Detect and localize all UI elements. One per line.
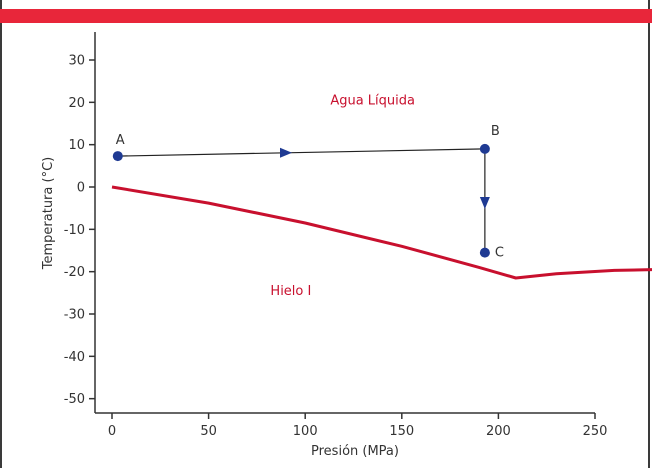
arrow-down-icon: [479, 197, 490, 209]
y-tick-label: 10: [68, 138, 85, 153]
arrow-right-icon: [280, 147, 292, 158]
x-tick-label: 0: [108, 424, 116, 439]
x-tick-label: 250: [583, 424, 608, 439]
x-tick-label: 200: [486, 424, 511, 439]
y-tick-label: 30: [68, 54, 85, 69]
region-label-ice: Hielo I: [270, 284, 311, 299]
point-b: [479, 143, 490, 154]
melting-curve: [111, 185, 652, 280]
x-tick-label: 50: [200, 424, 217, 439]
y-tick-label: -40: [64, 350, 85, 365]
x-axis-title: Presión (MPa): [311, 444, 399, 459]
y-tick-label: 0: [77, 181, 85, 196]
point-label-a: A: [116, 133, 125, 148]
top-accent-bar: [0, 9, 652, 23]
series-layer: [111, 143, 652, 280]
x-tick-label: 150: [389, 424, 414, 439]
y-tick-label: 20: [68, 96, 85, 111]
labels-layer: A B C Agua Líquida Hielo I: [116, 93, 504, 299]
point-label-c: C: [495, 246, 504, 261]
y-tick-label: -50: [64, 392, 85, 407]
region-label-liquid: Agua Líquida: [330, 93, 415, 108]
y-tick-label: -30: [64, 308, 85, 323]
y-tick-label: -10: [64, 223, 85, 238]
y-axis-title: Temperatura (°C): [41, 157, 56, 270]
y-tick-label: -20: [64, 265, 85, 280]
x-tick-label: 100: [293, 424, 318, 439]
path-segment-ab: [117, 148, 485, 157]
point-a: [112, 151, 123, 162]
point-c: [479, 247, 490, 258]
point-label-b: B: [491, 124, 500, 139]
